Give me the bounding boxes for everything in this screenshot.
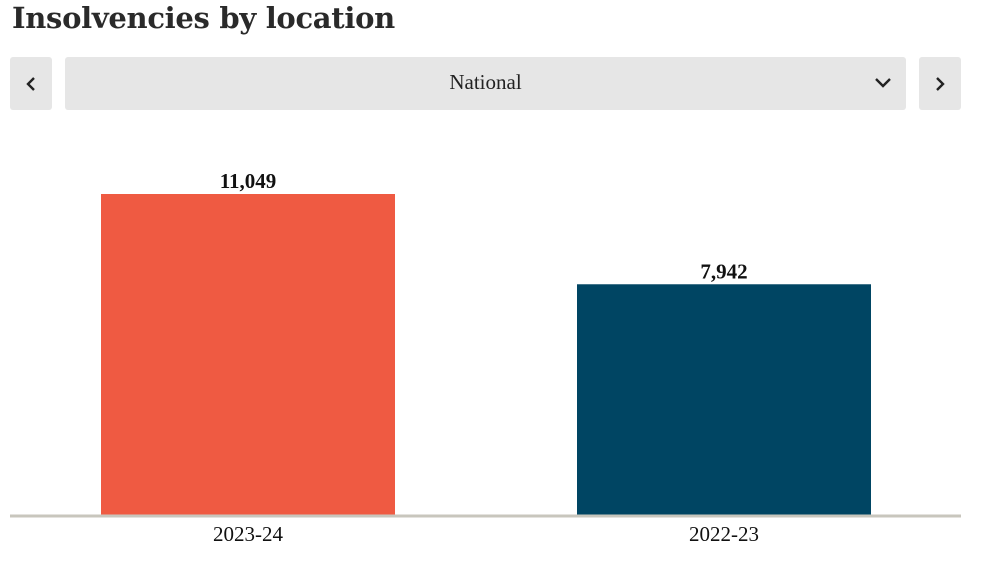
bar-2022-23[interactable] [577, 284, 871, 515]
data-label-2023-24: 11,049 [220, 169, 277, 193]
previous-location-button[interactable] [10, 57, 52, 110]
x-tick-label-2023-24: 2023-24 [213, 522, 283, 546]
location-select-value: National [449, 70, 522, 94]
location-select[interactable]: National [65, 57, 906, 110]
chevron-down-icon [875, 78, 891, 88]
x-tick-label-2022-23: 2022-23 [689, 522, 759, 546]
next-location-button[interactable] [919, 57, 961, 110]
chevron-left-icon [26, 76, 35, 91]
bar-2023-24[interactable] [101, 194, 395, 515]
chevron-right-icon [936, 76, 945, 91]
data-label-2022-23: 7,942 [700, 259, 747, 283]
page-title: Insolvencies by location [12, 1, 395, 35]
